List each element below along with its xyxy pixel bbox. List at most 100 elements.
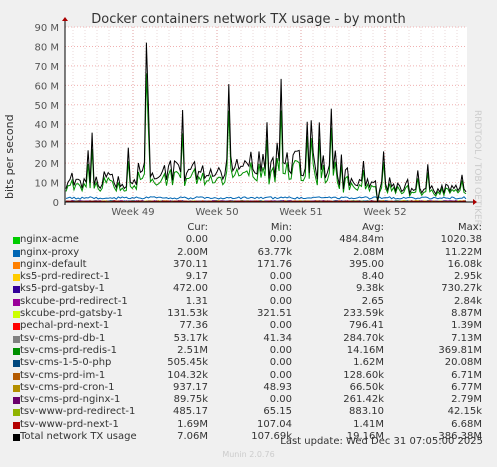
legend-swatch [13, 372, 20, 380]
legend-cur: 53.17k [173, 332, 208, 344]
legend-cur: 89.75k [173, 394, 208, 406]
legend-swatch [13, 397, 20, 405]
legend-cur: 370.11 [173, 258, 208, 270]
legend-min: 65.15 [263, 406, 292, 418]
col-cur-header: Cur: [187, 222, 208, 233]
legend-name: tsv-www-prd-redirect-1 [20, 406, 136, 418]
legend-swatch [13, 311, 20, 319]
legend-max: 386.38M [438, 431, 482, 443]
legend-min: 0.00 [269, 295, 292, 307]
legend-row: skcube-prd-gatsby-1 131.53k 321.51 233.59k 8… [12, 308, 482, 320]
legend-max: 6.68M [451, 418, 482, 430]
munin-version: Munin 2.0.76 [222, 450, 275, 459]
legend-cur: 485.17 [173, 406, 208, 418]
y-tick-label: 80 M [34, 42, 59, 53]
y-tick-label: 20 M [34, 159, 59, 170]
legend-min: 0.00 [269, 271, 292, 283]
legend-row: tsv-cms-prd-db-1 53.17k 41.34 284.70k 7.13M [12, 333, 482, 345]
legend-row: pechal-prd-next-1 77.36 0.00 796.41 1.39M [12, 320, 482, 332]
y-tick-label: 50 M [34, 101, 59, 112]
legend-max: 42.15k [447, 406, 482, 418]
x-axis-arrow [473, 199, 477, 205]
legend-max: 730.27k [441, 283, 482, 295]
legend-row: nginx-proxy 2.00M 63.77k 2.08M 11.22M [12, 247, 482, 259]
legend-avg: 19.16M [346, 431, 384, 443]
legend-max: 7.13M [451, 332, 482, 344]
x-tick-label: Week 52 [363, 207, 406, 218]
legend-avg: 1.41M [353, 418, 384, 430]
y-tick-label: 60 M [34, 81, 59, 92]
legend-name: tsv-cms-prd-im-1 [20, 369, 106, 381]
legend-max: 369.81M [438, 344, 482, 356]
y-tick-label: 10 M [34, 179, 59, 190]
legend-avg: 128.60k [343, 369, 384, 381]
legend-max: 2.84k [453, 295, 482, 307]
legend-min: 0.00 [269, 234, 292, 246]
legend-name: tsv-www-prd-next-1 [20, 418, 119, 430]
legend-cur: 77.36 [179, 320, 208, 332]
legend-avg: 8.40 [361, 271, 384, 283]
legend-min: 0.00 [269, 357, 292, 369]
x-tick-label: Week 50 [195, 207, 238, 218]
legend-table: Cur: Min: Avg: Max: nginx-acme 0.00 0.00 48… [12, 222, 482, 443]
legend-swatch [13, 274, 20, 282]
legend-name: ks5-prd-gatsby-1 [20, 283, 105, 295]
legend-name: tsv-cms-prd-redis-1 [20, 344, 118, 356]
legend-max: 2.79M [451, 394, 482, 406]
legend-row: tsv-cms-1-5-0-php 505.45k 0.00 1.62M 20.08M [12, 357, 482, 369]
x-tick-label: Week 51 [279, 207, 322, 218]
legend-row: Total network TX usage 7.06M 107.69k 19.16M… [12, 431, 482, 443]
legend-min: 107.69k [251, 431, 292, 443]
last-update: Last update: Wed Dec 31 07:05:00 2025 [280, 436, 483, 447]
col-min-header: Min: [270, 222, 292, 233]
legend-cur: 131.53k [167, 308, 208, 320]
legend-cur: 0.00 [185, 234, 208, 246]
col-max-header: Max: [457, 222, 482, 233]
legend-swatch [13, 421, 20, 429]
legend-row: tsv-cms-prd-im-1 104.32k 0.00 128.60k 6.71M [12, 370, 482, 382]
legend-rows: nginx-acme 0.00 0.00 484.84m 1020.38 nginx-pr… [12, 234, 482, 443]
legend-avg: 14.16M [346, 344, 384, 356]
legend-min: 107.04 [257, 418, 292, 430]
legend-row: tsv-www-prd-next-1 1.69M 107.04 1.41M 6.68M [12, 419, 482, 431]
legend-max: 20.08M [444, 357, 482, 369]
legend-swatch [13, 409, 20, 417]
legend-cur: 2.51M [177, 344, 208, 356]
x-tick-label: Week 49 [111, 207, 154, 218]
legend-avg: 484.84m [339, 234, 384, 246]
legend-name: ks5-prd-redirect-1 [20, 271, 110, 283]
legend-cur: 7.06M [177, 431, 208, 443]
legend-swatch [13, 286, 20, 294]
legend-cur: 1.31 [185, 295, 208, 307]
legend-avg: 2.08M [353, 246, 384, 258]
legend-min: 0.00 [269, 394, 292, 406]
legend-min: 48.93 [263, 381, 292, 393]
legend-cur: 2.00M [177, 246, 208, 258]
legend-min: 41.34 [263, 332, 292, 344]
legend-avg: 395.00 [349, 258, 384, 270]
legend-max: 11.22M [444, 246, 482, 258]
legend-avg: 883.10 [349, 406, 384, 418]
legend-row: skcube-prd-redirect-1 1.31 0.00 2.65 2.84k [12, 296, 482, 308]
legend-avg: 233.59k [343, 308, 384, 320]
legend-min: 171.76 [257, 258, 292, 270]
legend-name: Total network TX usage [20, 431, 137, 443]
legend-swatch [13, 384, 20, 392]
legend-name: tsv-cms-prd-cron-1 [20, 381, 115, 393]
legend-max: 6.71M [451, 369, 482, 381]
legend-max: 1020.38 [440, 234, 482, 246]
y-tick-label: 70 M [34, 62, 59, 73]
legend-max: 16.08k [447, 258, 482, 270]
y-tick-label: 0 [53, 198, 59, 209]
legend-name: skcube-prd-gatsby-1 [20, 308, 123, 320]
legend-max: 1.39M [451, 320, 482, 332]
chart-title: Docker containers network TX usage - by … [91, 12, 406, 27]
legend-max: 6.77M [451, 381, 482, 393]
col-avg-header: Avg: [362, 222, 384, 233]
legend-min: 0.00 [269, 369, 292, 381]
legend-name: nginx-default [20, 258, 87, 270]
y-tick-label: 40 M [34, 120, 59, 131]
legend-swatch [13, 335, 20, 343]
legend-avg: 284.70k [343, 332, 384, 344]
